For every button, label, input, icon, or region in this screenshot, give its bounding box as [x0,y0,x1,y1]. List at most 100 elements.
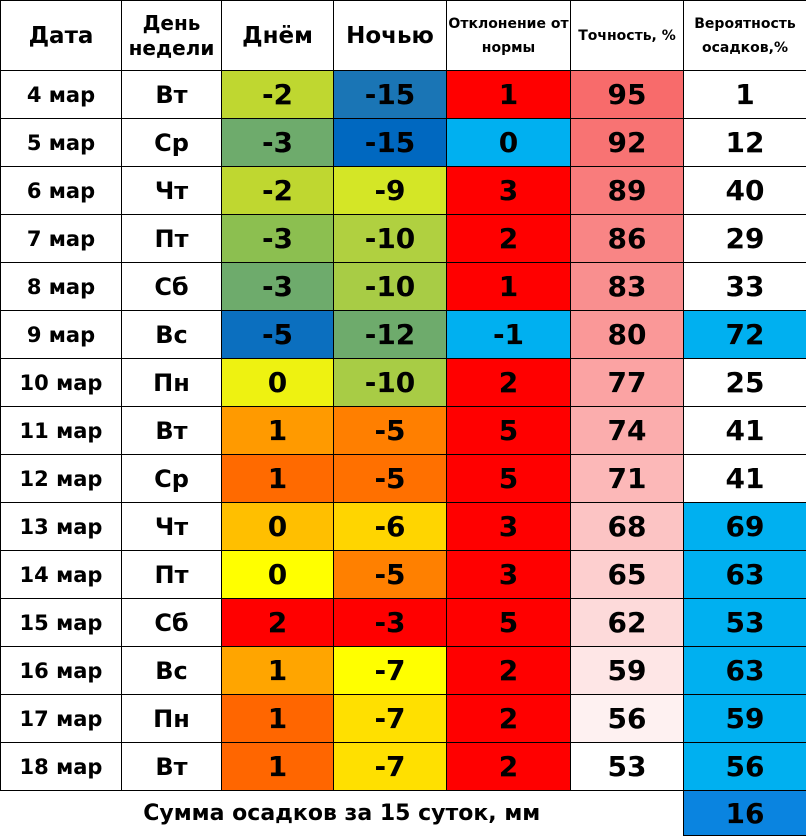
cell-date: 18 мар [0,742,122,791]
cell-accuracy: 74 [570,406,684,455]
table-row: 4 мар Вт -2 -15 1 95 1 [0,70,806,119]
cell-weekday: Чт [121,166,222,215]
cell-precip-prob: 29 [683,214,806,263]
cell-day-temp: 1 [221,694,334,743]
cell-accuracy: 95 [570,70,684,119]
cell-day-temp: 1 [221,454,334,503]
cell-deviation: 3 [446,550,571,599]
cell-accuracy: 62 [570,598,684,647]
header-precip-prob: Вероятность осадков,% [683,0,806,71]
cell-accuracy: 77 [570,358,684,407]
cell-night-temp: -10 [333,214,447,263]
cell-date: 10 мар [0,358,122,407]
cell-date: 14 мар [0,550,122,599]
header-day: Днём [221,0,334,71]
cell-accuracy: 86 [570,214,684,263]
table-row: 5 мар Ср -3 -15 0 92 12 [0,118,806,167]
cell-date: 5 мар [0,118,122,167]
cell-accuracy: 89 [570,166,684,215]
cell-weekday: Вс [121,646,222,695]
cell-precip-prob: 25 [683,358,806,407]
cell-weekday: Ср [121,454,222,503]
cell-weekday: Вт [121,742,222,791]
table-row: 12 мар Ср 1 -5 5 71 41 [0,454,806,503]
cell-deviation: 5 [446,406,571,455]
cell-accuracy: 56 [570,694,684,743]
header-night: Ночью [333,0,447,71]
cell-date: 15 мар [0,598,122,647]
cell-precip-prob: 59 [683,694,806,743]
cell-day-temp: 0 [221,550,334,599]
cell-deviation: -1 [446,310,571,359]
cell-day-temp: 0 [221,358,334,407]
table-row: 11 мар Вт 1 -5 5 74 41 [0,406,806,455]
cell-day-temp: 1 [221,646,334,695]
cell-date: 6 мар [0,166,122,215]
cell-deviation: 1 [446,262,571,311]
cell-accuracy: 92 [570,118,684,167]
table-row: 17 мар Пн 1 -7 2 56 59 [0,694,806,743]
cell-deviation: 5 [446,454,571,503]
cell-night-temp: -3 [333,598,447,647]
cell-date: 12 мар [0,454,122,503]
cell-accuracy: 53 [570,742,684,791]
cell-precip-prob: 72 [683,310,806,359]
cell-accuracy: 83 [570,262,684,311]
cell-date: 17 мар [0,694,122,743]
cell-night-temp: -5 [333,454,447,503]
cell-day-temp: 1 [221,406,334,455]
cell-weekday: Вт [121,406,222,455]
cell-deviation: 3 [446,166,571,215]
cell-date: 8 мар [0,262,122,311]
cell-deviation: 2 [446,742,571,791]
cell-weekday: Пт [121,550,222,599]
cell-weekday: Пн [121,358,222,407]
cell-date: 16 мар [0,646,122,695]
cell-precip-prob: 69 [683,502,806,551]
header-accuracy: Точность, % [570,0,684,71]
cell-weekday: Сб [121,262,222,311]
cell-accuracy: 68 [570,502,684,551]
cell-precip-prob: 41 [683,406,806,455]
cell-deviation: 2 [446,214,571,263]
cell-precip-prob: 12 [683,118,806,167]
cell-night-temp: -7 [333,694,447,743]
cell-accuracy: 80 [570,310,684,359]
cell-weekday: Пт [121,214,222,263]
cell-date: 9 мар [0,310,122,359]
cell-precip-prob: 1 [683,70,806,119]
cell-day-temp: -2 [221,166,334,215]
cell-day-temp: 1 [221,742,334,791]
cell-precip-prob: 40 [683,166,806,215]
cell-date: 13 мар [0,502,122,551]
cell-night-temp: -15 [333,118,447,167]
cell-night-temp: -15 [333,70,447,119]
cell-weekday: Вт [121,70,222,119]
table-row: 6 мар Чт -2 -9 3 89 40 [0,166,806,215]
table-row: 18 мар Вт 1 -7 2 53 56 [0,742,806,791]
cell-date: 4 мар [0,70,122,119]
table-row: 7 мар Пт -3 -10 2 86 29 [0,214,806,263]
cell-day-temp: -2 [221,70,334,119]
cell-day-temp: -3 [221,118,334,167]
cell-night-temp: -12 [333,310,447,359]
table-row: 9 мар Вс -5 -12 -1 80 72 [0,310,806,359]
cell-precip-prob: 53 [683,598,806,647]
cell-deviation: 3 [446,502,571,551]
cell-night-temp: -10 [333,358,447,407]
cell-weekday: Вс [121,310,222,359]
cell-weekday: Сб [121,598,222,647]
cell-deviation: 5 [446,598,571,647]
cell-night-temp: -5 [333,550,447,599]
cell-precip-prob: 33 [683,262,806,311]
cell-night-temp: -5 [333,406,447,455]
table-row: 10 мар Пн 0 -10 2 77 25 [0,358,806,407]
table-row: 15 мар Сб 2 -3 5 62 53 [0,598,806,647]
cell-deviation: 1 [446,70,571,119]
cell-precip-prob: 63 [683,550,806,599]
table-row: 13 мар Чт 0 -6 3 68 69 [0,502,806,551]
cell-day-temp: -3 [221,262,334,311]
cell-day-temp: 2 [221,598,334,647]
